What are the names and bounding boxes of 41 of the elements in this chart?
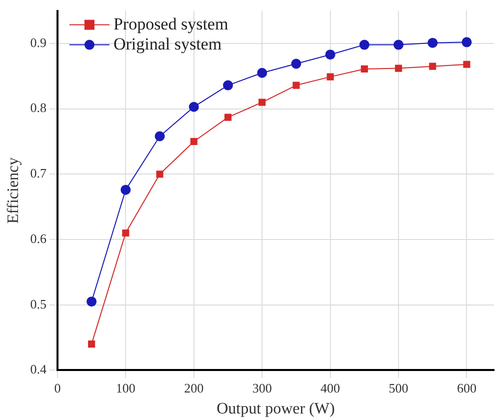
point [462, 37, 472, 48]
x-tick-label: 500 [388, 380, 408, 396]
y-tick-label: 0.9 [30, 34, 46, 50]
x-tick-label: 0 [54, 380, 61, 396]
point [86, 296, 97, 307]
point [88, 340, 96, 348]
point [360, 65, 368, 72]
x-tick-label: 300 [252, 380, 272, 396]
x-tick-label: 600 [456, 380, 476, 396]
point [326, 73, 334, 80]
point [394, 40, 404, 50]
legend-label: Original system [113, 34, 222, 54]
x-axis-title: Output power (W) [216, 400, 335, 418]
point [325, 50, 336, 60]
point [224, 114, 232, 121]
point [429, 62, 436, 70]
point [463, 60, 470, 68]
point [154, 131, 165, 142]
y-tick-label: 0.7 [30, 166, 47, 181]
x-tick-label: 100 [116, 380, 136, 396]
point [428, 38, 438, 48]
y-axis-title: Efficiency [4, 157, 22, 224]
point [156, 170, 164, 178]
legend-label: Proposed system [113, 14, 228, 34]
y-tick-label: 0.4 [30, 362, 47, 377]
point [359, 40, 370, 50]
point [190, 138, 198, 146]
point [188, 102, 199, 112]
point [394, 64, 402, 72]
x-tick-label: 200 [184, 380, 204, 396]
point [222, 80, 233, 90]
y-tick-label: 0.6 [30, 230, 47, 246]
point [122, 229, 130, 237]
point [292, 82, 300, 89]
point [257, 68, 268, 78]
y-tick-label: 0.8 [30, 100, 46, 116]
point [291, 58, 302, 69]
x-tick-label: 400 [320, 380, 340, 396]
y-tick-label: 0.5 [30, 296, 46, 312]
point [258, 98, 266, 106]
point [120, 184, 131, 195]
